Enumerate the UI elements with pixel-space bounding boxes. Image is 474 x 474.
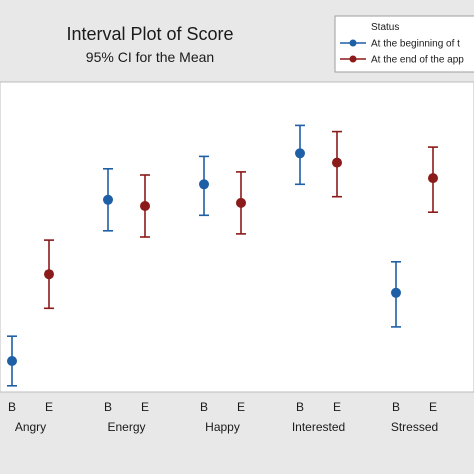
tick-label-happy-b: B	[200, 400, 208, 414]
tick-label-interested-e: E	[333, 400, 341, 414]
tick-label-energy-e: E	[141, 400, 149, 414]
legend-entries: At the beginning of t At the end of the a…	[340, 39, 464, 66]
plot-area	[0, 81, 474, 393]
chart-title: Interval Plot of Score	[66, 24, 233, 44]
legend-box	[334, 15, 474, 73]
group-label-stressed: Stressed	[391, 420, 438, 434]
interval-interested-b-mean-point	[295, 148, 305, 159]
chart-subtitle: 95% CI for the Mean	[86, 49, 214, 65]
tick-label-energy-b: B	[104, 400, 112, 414]
tick-label-stressed-e: E	[429, 400, 437, 414]
tick-label-interested-b: B	[296, 400, 304, 414]
interval-energy-e-mean-point	[140, 201, 150, 211]
tick-label-angry-e: E	[45, 400, 53, 414]
interval-marks	[7, 124, 438, 387]
legend-title: Status	[371, 22, 399, 33]
group-label-angry: Angry	[15, 420, 46, 434]
legend-marker-1	[349, 39, 357, 47]
interval-angry-e-mean-point	[44, 269, 54, 280]
interval-interested-e-mean-point	[332, 157, 342, 168]
tick-label-angry-b: B	[8, 400, 16, 414]
legend: Status At the beginning of t At the end o…	[334, 15, 474, 73]
tick-label-happy-e: E	[237, 400, 245, 414]
interval-angry-b-mean-point	[7, 356, 17, 366]
interval-stressed-e-mean-point	[428, 173, 438, 184]
interval-energy-b-mean-point	[103, 194, 113, 205]
legend-label-2: At the end of the app	[371, 55, 464, 66]
interval-happy-b-mean-point	[199, 179, 209, 190]
group-label-happy: Happy	[205, 420, 240, 434]
legend-label-1: At the beginning of t	[371, 39, 460, 50]
tick-label-stressed-b: B	[392, 400, 400, 414]
x-axis-labels: B E Angry B E Energy B E Happy B E Interested B E Stre…	[8, 400, 438, 434]
legend-marker-2	[349, 55, 357, 63]
group-label-interested: Interested	[292, 420, 345, 434]
interval-stressed-b-mean-point	[391, 287, 401, 298]
interval-happy-e-mean-point	[236, 197, 246, 208]
group-label-energy: Energy	[107, 420, 145, 434]
